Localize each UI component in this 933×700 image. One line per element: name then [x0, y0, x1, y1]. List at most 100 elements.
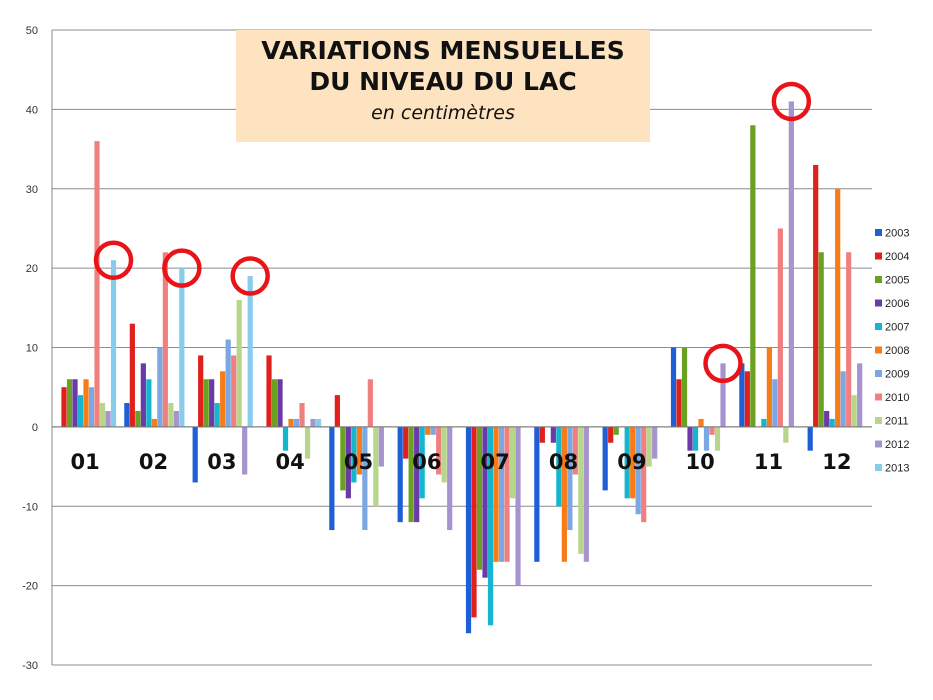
- bar-2004-12: [813, 164, 819, 427]
- bar-2010-05: [367, 379, 373, 427]
- legend-label-2011: 2011: [885, 416, 909, 428]
- bar-2012-07: [515, 426, 521, 586]
- legend-label-2007: 2007: [885, 322, 909, 334]
- legend-swatch-2006: [875, 299, 882, 307]
- y-tick-label: 40: [26, 104, 38, 116]
- annotation-circles: [93, 81, 812, 384]
- annotation-circle: [93, 240, 134, 280]
- legend-label-2012: 2012: [885, 439, 909, 451]
- annotation-circle: [162, 248, 202, 288]
- category-label: 03: [207, 450, 236, 474]
- bar-2012-08: [583, 426, 589, 562]
- legend-swatch-2011: [875, 417, 882, 424]
- bar-2011-03: [236, 299, 242, 427]
- bar-2008-05: [356, 426, 362, 475]
- bar-2009-08: [567, 426, 573, 531]
- y-tick-label: 30: [26, 184, 38, 196]
- bar-2003-02: [124, 403, 130, 427]
- bar-2011-11: [783, 426, 789, 443]
- annotation-circle: [230, 256, 270, 296]
- bar-2003-07: [465, 426, 472, 634]
- y-tick-label: -30: [22, 660, 38, 672]
- bar-2005-05: [340, 426, 346, 491]
- bar-2005-03: [203, 379, 209, 427]
- bar-2007-05: [351, 426, 357, 483]
- bar-2003-09: [602, 426, 608, 491]
- bar-2008-02: [151, 418, 157, 427]
- bar-2004-01: [61, 387, 67, 427]
- bar-2006-04: [277, 379, 283, 427]
- bar-2008-07: [493, 426, 499, 562]
- category-label: 11: [754, 450, 783, 474]
- bar-2006-08: [550, 426, 556, 443]
- annotation-circle: [771, 81, 812, 122]
- bar-2010-07: [504, 426, 510, 562]
- bar-2009-09: [635, 426, 641, 515]
- bar-2005-02: [135, 411, 141, 427]
- legend-label-2006: 2006: [885, 298, 909, 310]
- bar-2011-01: [99, 403, 106, 427]
- bar-2011-08: [578, 426, 584, 554]
- legend-label-2008: 2008: [885, 345, 909, 357]
- bar-2007-11: [761, 418, 767, 427]
- bar-2004-09: [608, 426, 614, 443]
- legend-swatch-2007: [875, 323, 882, 330]
- bar-2003-05: [329, 426, 335, 531]
- bar-2007-10: [692, 426, 699, 451]
- bar-2005-10: [681, 347, 688, 427]
- bar-2007-02: [146, 379, 152, 427]
- chart-subtitle: en centimètres: [371, 102, 515, 124]
- bar-2009-04: [293, 418, 300, 427]
- bar-2006-05: [345, 426, 351, 499]
- bar-2010-09: [641, 426, 647, 523]
- bar-2010-04: [299, 403, 305, 427]
- bar-2012-10: [720, 363, 726, 427]
- bar-2010-11: [777, 228, 783, 427]
- bar-2004-08: [539, 426, 545, 443]
- category-label: 05: [344, 450, 373, 474]
- bar-2005-12: [818, 252, 824, 427]
- bar-2012-06: [447, 426, 453, 531]
- bar-2005-09: [613, 426, 619, 435]
- bar-2012-02: [173, 411, 179, 427]
- bar-2010-03: [231, 355, 237, 427]
- bar-2008-09: [630, 426, 636, 499]
- bar-2012-03: [242, 426, 248, 475]
- bar-2008-01: [83, 379, 89, 427]
- legend-swatch-2009: [875, 370, 882, 377]
- bar-2003-10: [670, 347, 677, 427]
- bar-2010-02: [162, 252, 168, 427]
- legend-label-2013: 2013: [885, 463, 909, 475]
- legend-label-2009: 2009: [885, 369, 909, 381]
- bar-2008-06: [425, 426, 431, 435]
- bar-2009-03: [225, 339, 231, 427]
- bar-2006-03: [209, 379, 215, 427]
- bar-2006-10: [687, 426, 693, 451]
- legend-label-2010: 2010: [885, 392, 909, 404]
- bar-2004-07: [471, 426, 477, 618]
- bar-2010-06: [436, 426, 442, 475]
- bar-2006-06: [414, 426, 420, 523]
- category-label: 06: [412, 450, 441, 474]
- bar-2011-07: [509, 426, 516, 499]
- title-box: VARIATIONS MENSUELLES DU NIVEAU DU LAC e…: [236, 30, 650, 142]
- legend-swatch-2004: [875, 252, 882, 260]
- bar-2011-06: [441, 426, 447, 483]
- legend-swatch-2005: [875, 276, 882, 283]
- bar-2012-09: [652, 426, 658, 459]
- bar-2006-12: [824, 411, 830, 427]
- bar-2009-05: [362, 426, 368, 531]
- bar-2007-07: [487, 426, 494, 626]
- bar-2003-11: [739, 363, 745, 427]
- bar-2007-04: [282, 426, 289, 451]
- y-tick-label: 20: [26, 263, 38, 275]
- bar-2003-03: [192, 426, 198, 483]
- category-label: 02: [139, 450, 168, 474]
- y-tick-label: -10: [22, 501, 38, 513]
- bar-2006-02: [140, 363, 146, 427]
- bar-2012-11: [788, 101, 794, 427]
- y-axis-tick-labels: 50 40 30 20 10 0 -10 -20 -30: [22, 25, 38, 672]
- bar-2005-07: [476, 426, 483, 570]
- legend-swatch-2013: [875, 464, 882, 471]
